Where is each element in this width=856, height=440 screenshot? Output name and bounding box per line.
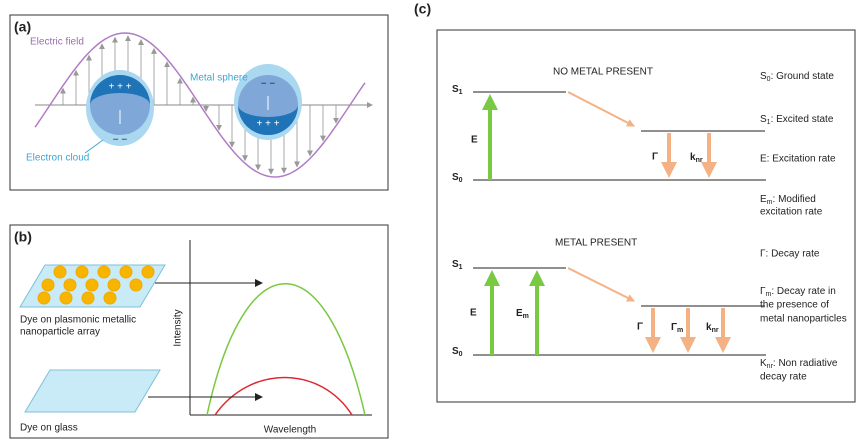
annotation: Electron cloud — [26, 153, 89, 164]
nanoparticle — [38, 292, 50, 304]
page: {"panel_a":{"label":"(a)","electric_fiel… — [0, 0, 856, 440]
e: E — [471, 135, 478, 146]
legend-item: the presence of — [760, 300, 829, 311]
nanoparticle — [42, 279, 54, 291]
caption: Dye on plasmonic metallic — [20, 315, 136, 326]
legend-item: Γ: Decay rate — [760, 249, 820, 260]
legend-item: metal nanoparticles — [760, 314, 847, 325]
legend-item: Γm: Decay rate in — [760, 286, 836, 298]
gamma: Γ — [652, 152, 658, 163]
y-axis-title: Intensity — [173, 309, 184, 346]
legend-item: E: Excitation rate — [760, 154, 836, 165]
nanoparticle — [76, 266, 88, 278]
e: E — [470, 308, 477, 319]
charge: − − — [113, 135, 128, 146]
nanoparticle — [60, 292, 72, 304]
figure: (a) + + + − − − − + + + Electric field M… — [0, 0, 856, 440]
nanoparticle — [54, 266, 66, 278]
gamma: Γ — [637, 322, 643, 333]
charge: − − — [261, 79, 276, 90]
annotation: Metal sphere — [190, 73, 248, 84]
legend-item: decay rate — [760, 372, 807, 383]
x-axis-title: Wavelength — [264, 425, 316, 436]
nanoparticle — [108, 279, 120, 291]
nanoparticle — [82, 292, 94, 304]
nanoparticle — [64, 279, 76, 291]
nanoparticle — [98, 266, 110, 278]
nanoparticle — [130, 279, 142, 291]
legend-item: S0: Ground state — [760, 71, 834, 83]
panel-label: (a) — [14, 19, 31, 35]
annotation: Electric field — [30, 37, 84, 48]
panel-label: (b) — [14, 229, 32, 245]
legend-item: S1: Excited state — [760, 114, 834, 126]
nanoparticle — [86, 279, 98, 291]
heading: NO METAL PRESENT — [553, 67, 653, 78]
caption: nanoparticle array — [20, 327, 100, 338]
heading: METAL PRESENT — [555, 238, 637, 249]
legend-item: excitation rate — [760, 207, 823, 218]
panel-label: (c) — [414, 1, 431, 17]
caption: Dye on glass — [20, 423, 78, 434]
nanoparticle — [104, 292, 116, 304]
charge: + + + — [256, 119, 279, 130]
charge: + + + — [108, 82, 131, 93]
nanoparticle — [142, 266, 154, 278]
nanoparticle — [120, 266, 132, 278]
